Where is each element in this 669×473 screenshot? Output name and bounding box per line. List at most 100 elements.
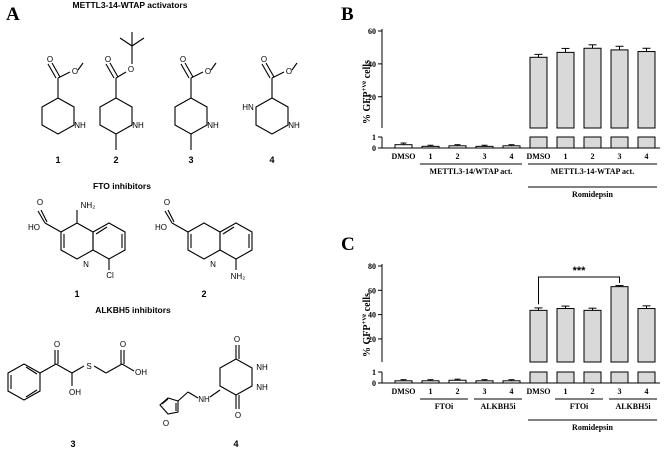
x-tick-label: 4 <box>510 152 514 161</box>
x-tick-label: 1 <box>564 152 568 161</box>
atom-nh: NH <box>132 121 144 130</box>
atom-s: S <box>86 362 91 371</box>
atom-o: O <box>37 198 43 207</box>
atom-o: O <box>234 335 240 344</box>
bar <box>637 371 656 384</box>
bar <box>529 56 548 129</box>
x-tick-label: 1 <box>429 387 433 396</box>
y-tick-label: 20 <box>368 335 376 344</box>
atom-ho: HO <box>28 223 40 232</box>
atom-o: O <box>180 55 186 64</box>
y-tick-label: 60 <box>368 27 376 36</box>
section-title-fto: FTO inhibitors <box>93 181 151 191</box>
bar <box>394 144 413 149</box>
atom-nh2: NH₂ <box>81 201 96 210</box>
y-axis-label: % GFP+ve cells <box>360 60 373 124</box>
bar <box>583 371 602 384</box>
structure-alkbh5-3 <box>7 350 135 401</box>
bar <box>583 136 602 149</box>
atom-oh: OH <box>135 368 147 377</box>
compound-number: 3 <box>188 155 193 165</box>
group-label: METTL3-14-WTAP act. <box>551 167 634 176</box>
x-tick-label: 4 <box>510 387 514 396</box>
x-tick-label: 3 <box>618 152 622 161</box>
bar <box>610 371 629 384</box>
x-tick-label: 2 <box>456 387 460 396</box>
compound-number: 3 <box>70 439 75 449</box>
atom-hn: HN <box>242 103 254 112</box>
bar-chart-b: 20 40 60 0 1 DMSO 1 2 3 4 DMSO 1 2 3 4 METTL3-14/WTAP a… <box>368 27 660 199</box>
panel-a-letter: A <box>6 4 20 25</box>
compound-number: 1 <box>55 155 60 165</box>
atom-nh: NH <box>256 363 268 372</box>
panel-c-letter: C <box>341 234 355 255</box>
group-label: Romidepsin <box>572 423 613 432</box>
y-tick-label: 1 <box>372 368 376 377</box>
atom-o: O <box>105 55 111 64</box>
bar <box>448 379 467 384</box>
atom-o: O <box>128 65 134 74</box>
x-tick-label: 2 <box>591 152 595 161</box>
x-tick-label: 3 <box>483 152 487 161</box>
x-tick-label: 4 <box>645 387 649 396</box>
x-tick-label: DMSO <box>527 152 551 161</box>
atom-nh: NH <box>288 121 300 130</box>
compound-number: 2 <box>113 155 118 165</box>
y-tick-label: 40 <box>368 60 376 69</box>
bar <box>421 145 440 149</box>
group-label: METTL3-14/WTAP act. <box>430 167 513 176</box>
x-tick-label: DMSO <box>527 387 551 396</box>
bar <box>529 136 548 149</box>
x-tick-label: DMSO <box>392 387 416 396</box>
atom-nh2: NH₂ <box>231 272 246 281</box>
atom-o: O <box>205 67 211 76</box>
panel-c: C % GFP+ve cells 20 40 60 80 0 1 DMSO 1 2 3 4 DMSO 1… <box>341 234 660 432</box>
bar <box>610 49 629 129</box>
group-label: Romidepsin <box>572 190 613 199</box>
bar <box>610 286 629 363</box>
structure-activator-2 <box>99 32 145 150</box>
group-label: FTOi <box>435 402 454 411</box>
compound-number: 4 <box>233 439 238 449</box>
structure-activator-4 <box>255 62 298 135</box>
x-tick-label: 3 <box>618 387 622 396</box>
group-label: ALKBH5i <box>615 402 651 411</box>
atom-o: O <box>54 340 60 349</box>
atom-o: O <box>163 419 169 428</box>
atom-o: O <box>235 411 241 420</box>
atom-o: O <box>120 340 126 349</box>
panel-b: B % GFP+ve cells 20 40 60 0 1 DMSO 1 2 3 4 DMSO 1 2 3… <box>341 4 660 199</box>
section-title-alkbh5: ALKBH5 inhibitors <box>95 305 171 315</box>
structure-fto-1 <box>37 209 126 270</box>
bar <box>502 145 521 149</box>
structure-activator-1 <box>41 62 84 135</box>
y-tick-label: 0 <box>372 144 376 153</box>
atom-o: O <box>164 198 170 207</box>
structure-fto-2 <box>164 209 253 270</box>
bar <box>556 371 575 384</box>
bar <box>610 136 629 149</box>
atom-nh: NH <box>198 395 210 404</box>
bar <box>475 380 494 384</box>
y-tick-label: 1 <box>372 133 376 142</box>
x-tick-label: 1 <box>429 152 433 161</box>
bar <box>394 380 413 384</box>
bar <box>583 47 602 129</box>
x-tick-label: DMSO <box>392 152 416 161</box>
atom-o: O <box>286 67 292 76</box>
atom-n: N <box>210 260 216 269</box>
group-label: ALKBH5i <box>480 402 516 411</box>
section-title-activators: METTL3-14-WTAP activators <box>73 0 188 10</box>
group-label: FTOi <box>570 402 589 411</box>
bar <box>637 308 656 363</box>
bar <box>529 309 548 363</box>
atom-cl: Cl <box>106 271 114 280</box>
bar <box>475 145 494 149</box>
significance-label: *** <box>573 265 587 277</box>
bar <box>637 136 656 149</box>
bar <box>556 51 575 129</box>
bar <box>448 145 467 149</box>
bar-chart-c: 20 40 60 80 0 1 DMSO 1 2 3 4 DMSO 1 2 3 4 FTOi ALKBH5i FTO… <box>368 262 660 432</box>
structure-alkbh5-4 <box>159 345 253 415</box>
atom-n: N <box>83 260 89 269</box>
